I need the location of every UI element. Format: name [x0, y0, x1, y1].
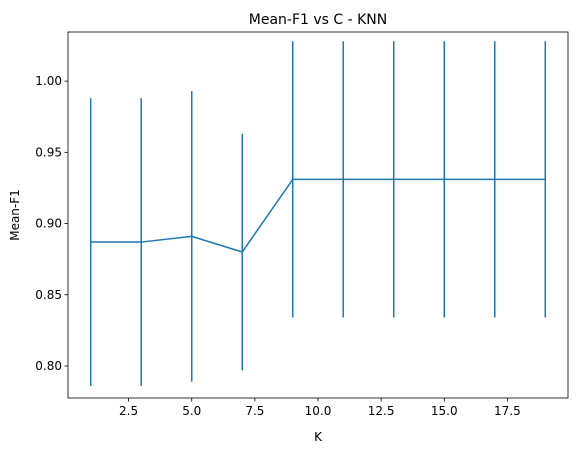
y-tick-label: 0.95: [35, 145, 62, 159]
series-line: [90, 178, 546, 253]
y-axis-title: Mean-F1: [8, 189, 22, 241]
y-axis-ticks: 0.80 0.85 0.90 0.95 1.00: [35, 74, 68, 373]
y-tick-label: 0.80: [35, 359, 62, 373]
chart-title: Mean-F1 vs C - KNN: [249, 12, 388, 28]
y-tick-label: 0.90: [35, 217, 62, 231]
y-tick-label: 0.85: [35, 288, 62, 302]
x-tick-label: 17.5: [494, 404, 521, 418]
y-tick-label: 1.00: [35, 74, 62, 88]
series-lines: [90, 178, 546, 253]
x-tick-label: 5.0: [182, 404, 201, 418]
plot-area-background: [68, 32, 568, 398]
x-axis-ticks: 2.5 5.0 7.5 10.0 12.5 15.0 17.5: [119, 398, 521, 418]
x-tick-label: 2.5: [119, 404, 138, 418]
x-tick-label: 7.5: [245, 404, 264, 418]
x-axis-title: K: [314, 430, 323, 444]
x-tick-label: 10.0: [305, 404, 332, 418]
x-tick-label: 15.0: [431, 404, 458, 418]
x-tick-label: 12.5: [368, 404, 395, 418]
